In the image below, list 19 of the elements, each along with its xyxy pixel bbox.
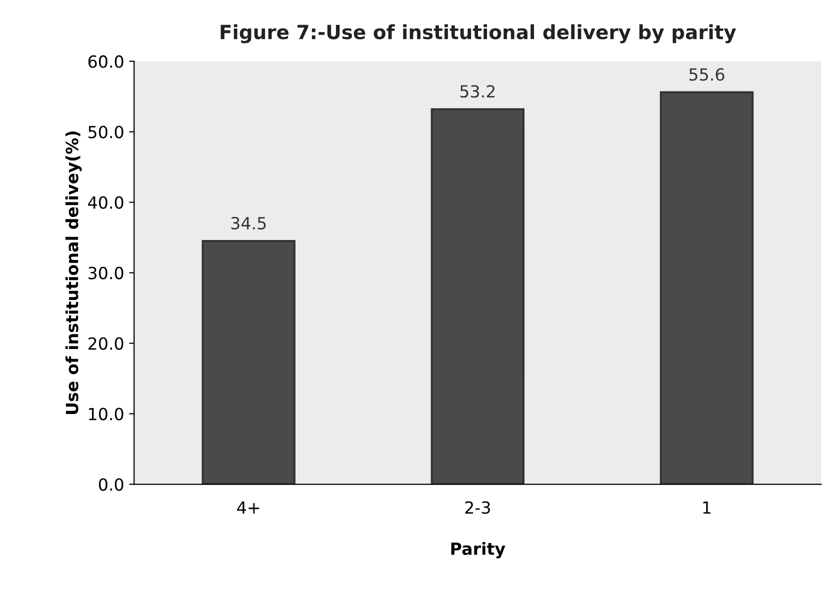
y-tick-label: 10.0 — [89, 408, 124, 420]
chart-title: Figure 7:-Use of institutional delivery by parity — [220, 24, 736, 44]
x-tick-label: 2-3 — [465, 501, 490, 514]
x-axis-title: Parity — [451, 542, 506, 558]
bar — [430, 108, 525, 484]
x-tick-label: 1 — [703, 501, 710, 514]
y-tick-label: 20.0 — [88, 337, 124, 350]
y-tick-label: 60.0 — [88, 55, 124, 68]
y-tick-label: 40.0 — [88, 196, 124, 209]
x-tick-label: 4+ — [237, 501, 260, 514]
y-tick-label: 0.0 — [98, 478, 124, 491]
data-label: 34.5 — [231, 216, 266, 230]
y-tick-label: 50.0 — [88, 126, 124, 138]
data-label: 53.2 — [460, 85, 495, 98]
y-tick-label: 30.0 — [88, 266, 124, 280]
bar — [202, 240, 296, 484]
bar — [660, 91, 754, 484]
data-label: 55.6 — [689, 68, 724, 81]
y-axis-title: Use of institutional delivey(%) — [65, 131, 82, 414]
